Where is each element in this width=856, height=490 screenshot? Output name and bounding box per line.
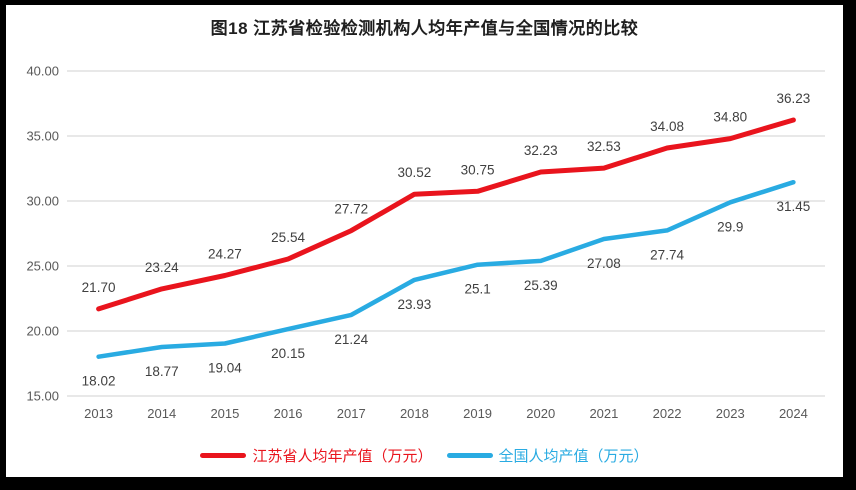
data-label: 30.75 — [461, 162, 495, 177]
x-tick-label: 2021 — [589, 406, 618, 421]
data-label: 21.70 — [82, 280, 116, 295]
data-label: 18.77 — [145, 364, 179, 379]
data-label: 34.80 — [713, 110, 747, 125]
y-tick-label: 15.00 — [26, 389, 59, 404]
legend-item-jiangsu: 江苏省人均年产值（万元） — [200, 445, 433, 466]
data-label: 27.74 — [650, 247, 684, 262]
legend-item-national: 全国人均产值（万元） — [446, 445, 649, 466]
series-line-1 — [96, 179, 796, 359]
y-tick-label: 35.00 — [26, 129, 59, 144]
x-tick-label: 2017 — [337, 406, 366, 421]
y-tick-label: 30.00 — [26, 194, 59, 209]
data-label: 21.24 — [334, 332, 368, 347]
y-tick-label: 20.00 — [26, 324, 59, 339]
x-tick-label: 2015 — [210, 406, 239, 421]
data-label: 25.39 — [524, 278, 558, 293]
data-label: 20.15 — [271, 346, 305, 361]
data-label: 23.93 — [398, 297, 432, 312]
x-tick-label: 2016 — [274, 406, 303, 421]
data-label: 32.23 — [524, 143, 558, 158]
data-label: 18.02 — [82, 374, 116, 389]
x-tick-label: 2014 — [147, 406, 176, 421]
data-label: 36.23 — [777, 91, 811, 106]
x-tick-label: 2022 — [653, 406, 682, 421]
data-label: 27.08 — [587, 256, 621, 271]
data-label: 23.24 — [145, 260, 179, 275]
data-label: 29.9 — [717, 219, 743, 234]
x-tick-label: 2013 — [84, 406, 113, 421]
chart-canvas: 40.00 35.00 30.00 25.00 20.00 15.00 2013 2014 20… — [26, 64, 825, 421]
x-tick-label: 2024 — [779, 406, 808, 421]
legend-label-national: 全国人均产值（万元） — [498, 448, 649, 465]
data-label: 19.04 — [208, 360, 242, 375]
x-tick-label: 2019 — [463, 406, 492, 421]
chart-title: 图18 江苏省检验检测机构人均年产值与全国情况的比较 — [210, 19, 639, 38]
data-label: 34.08 — [650, 119, 684, 134]
data-label: 25.1 — [464, 282, 490, 297]
x-tick-label: 2020 — [526, 406, 555, 421]
series-line-0 — [96, 117, 796, 312]
y-tick-label: 25.00 — [26, 259, 59, 274]
chart-legend: 江苏省人均年产值（万元） 全国人均产值（万元） — [6, 445, 843, 466]
data-label: 25.54 — [271, 230, 305, 245]
data-label: 32.53 — [587, 139, 621, 154]
chart-panel: 图18 江苏省检验检测机构人均年产值与全国情况的比较 40.00 35.00 30.… — [6, 5, 843, 477]
legend-label-jiangsu: 江苏省人均年产值（万元） — [252, 448, 433, 465]
data-label: 27.72 — [334, 202, 368, 217]
national-line-swatch-icon — [446, 453, 493, 458]
data-label: 24.27 — [208, 246, 242, 261]
x-tick-label: 2023 — [716, 406, 745, 421]
data-label: 30.52 — [398, 165, 432, 180]
jiangsu-line-swatch-icon — [200, 453, 247, 458]
data-label: 31.45 — [777, 199, 811, 214]
x-tick-label: 2018 — [400, 406, 429, 421]
y-tick-label: 40.00 — [26, 64, 59, 79]
